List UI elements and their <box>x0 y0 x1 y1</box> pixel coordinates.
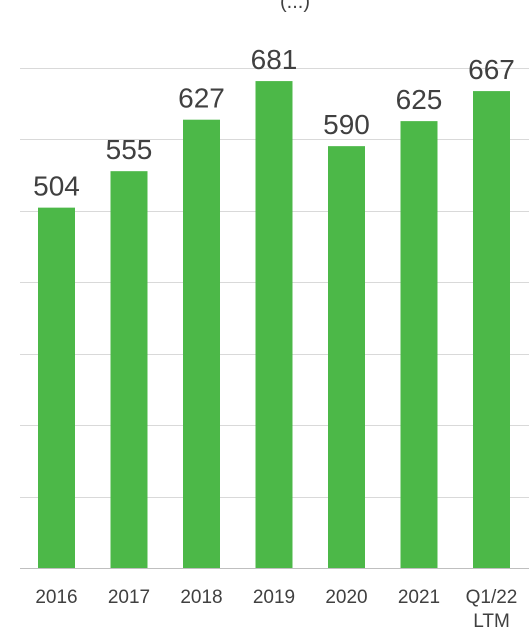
x-tick-label: 2018 <box>180 587 222 608</box>
x-tick-label: Q1/22 LTM <box>466 587 518 632</box>
data-label: 667 <box>468 54 515 85</box>
bar <box>328 146 365 568</box>
x-axis-tick-labels: 2016 2017 2018 2019 2020 2021 Q1/22 LTM <box>35 587 517 632</box>
data-label: 627 <box>178 83 225 114</box>
x-tick-label: 2017 <box>108 587 150 608</box>
data-label: 504 <box>33 171 80 202</box>
bar <box>38 207 75 568</box>
x-tick-label: 2019 <box>253 587 295 608</box>
bar <box>183 119 220 568</box>
x-tick-label: 2016 <box>35 587 77 608</box>
x-tick-label: 2020 <box>325 587 367 608</box>
bar <box>110 171 148 569</box>
data-label: 681 <box>251 44 298 75</box>
chart-title: (...) <box>280 0 310 13</box>
bar <box>473 91 510 568</box>
bars <box>38 81 510 569</box>
x-tick-label: 2021 <box>398 587 440 608</box>
bar <box>400 121 438 568</box>
data-labels: 504 555 627 681 590 625 667 <box>33 44 515 202</box>
data-label: 625 <box>396 84 443 115</box>
data-label: 590 <box>323 109 370 140</box>
bar <box>255 81 293 569</box>
data-label: 555 <box>106 134 153 165</box>
